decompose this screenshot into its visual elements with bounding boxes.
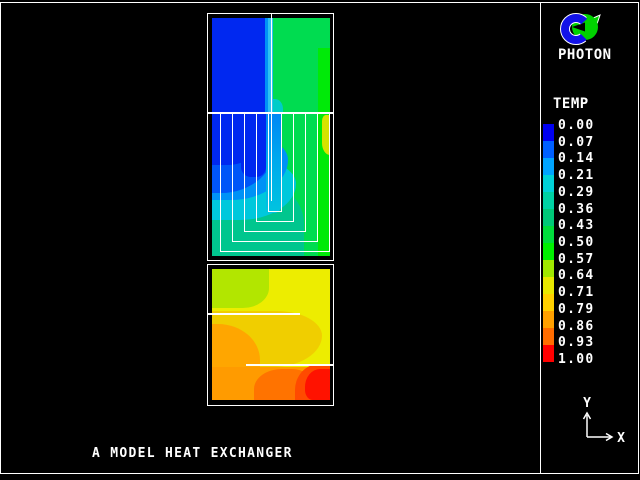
legend-tick: 0.64	[558, 268, 595, 284]
legend-band	[543, 311, 554, 328]
legend-tick: 0.50	[558, 234, 595, 250]
sidebar-divider	[540, 3, 541, 473]
temperature-field-upper	[212, 18, 330, 256]
photon-logo-icon	[560, 13, 601, 45]
legend-band	[543, 226, 554, 243]
coil-wall-line	[256, 112, 294, 222]
legend-band	[543, 209, 554, 226]
contour-region	[266, 113, 281, 213]
coil-center-line	[271, 14, 272, 201]
coil-wall-line	[244, 112, 306, 232]
contour-region	[305, 369, 330, 400]
axis-x-label: X	[617, 431, 625, 446]
contour-region	[322, 115, 330, 155]
legend-tick: 0.57	[558, 251, 595, 267]
legend-tick: 0.79	[558, 301, 595, 317]
legend-color-scale	[543, 124, 554, 362]
legend-band	[543, 175, 554, 192]
contour-region	[265, 18, 269, 113]
legend-tick: 0.93	[558, 335, 595, 351]
legend-band	[543, 158, 554, 175]
contour-region	[273, 99, 283, 113]
legend-band	[543, 328, 554, 345]
legend-title: TEMP	[553, 96, 589, 112]
legend-band	[543, 141, 554, 158]
upper-panel	[207, 13, 334, 261]
contour-region	[268, 18, 273, 113]
baffle-line-lower	[246, 364, 333, 366]
app-name-label: PHOTON	[558, 47, 612, 63]
contour-region	[212, 269, 269, 308]
axis-y-label: Y	[583, 396, 591, 411]
legend-band	[543, 192, 554, 209]
plot-caption: A MODEL HEAT EXCHANGER	[92, 446, 293, 461]
lower-panel	[207, 264, 334, 406]
legend-tick: 0.86	[558, 318, 595, 334]
contour-region	[241, 113, 266, 177]
contour-region	[212, 18, 265, 113]
legend-tick: 0.43	[558, 218, 595, 234]
legend-tick: 0.29	[558, 184, 595, 200]
legend-tick: 0.00	[558, 118, 595, 133]
legend-tick: 0.71	[558, 285, 595, 301]
legend-band	[543, 243, 554, 260]
plot-viewport[interactable]	[1, 3, 540, 473]
coil-wall-line	[232, 112, 318, 242]
legend-tick: 0.36	[558, 201, 595, 217]
legend-band	[543, 277, 554, 294]
baffle-line-upper	[208, 313, 300, 315]
axis-indicator-icon: Y X	[582, 396, 625, 446]
legend-band	[543, 294, 554, 311]
legend-tick: 0.21	[558, 168, 595, 184]
legend-tick: 0.14	[558, 151, 595, 167]
panel-divider-line	[208, 112, 333, 114]
legend-tick: 1.00	[558, 351, 595, 367]
legend-tick: 0.07	[558, 134, 595, 150]
temperature-field-lower	[212, 269, 330, 400]
coil-wall-line	[220, 112, 330, 252]
coil-wall-line	[268, 112, 282, 212]
legend-band	[543, 124, 554, 141]
legend-band	[543, 260, 554, 277]
legend-band	[543, 345, 554, 362]
